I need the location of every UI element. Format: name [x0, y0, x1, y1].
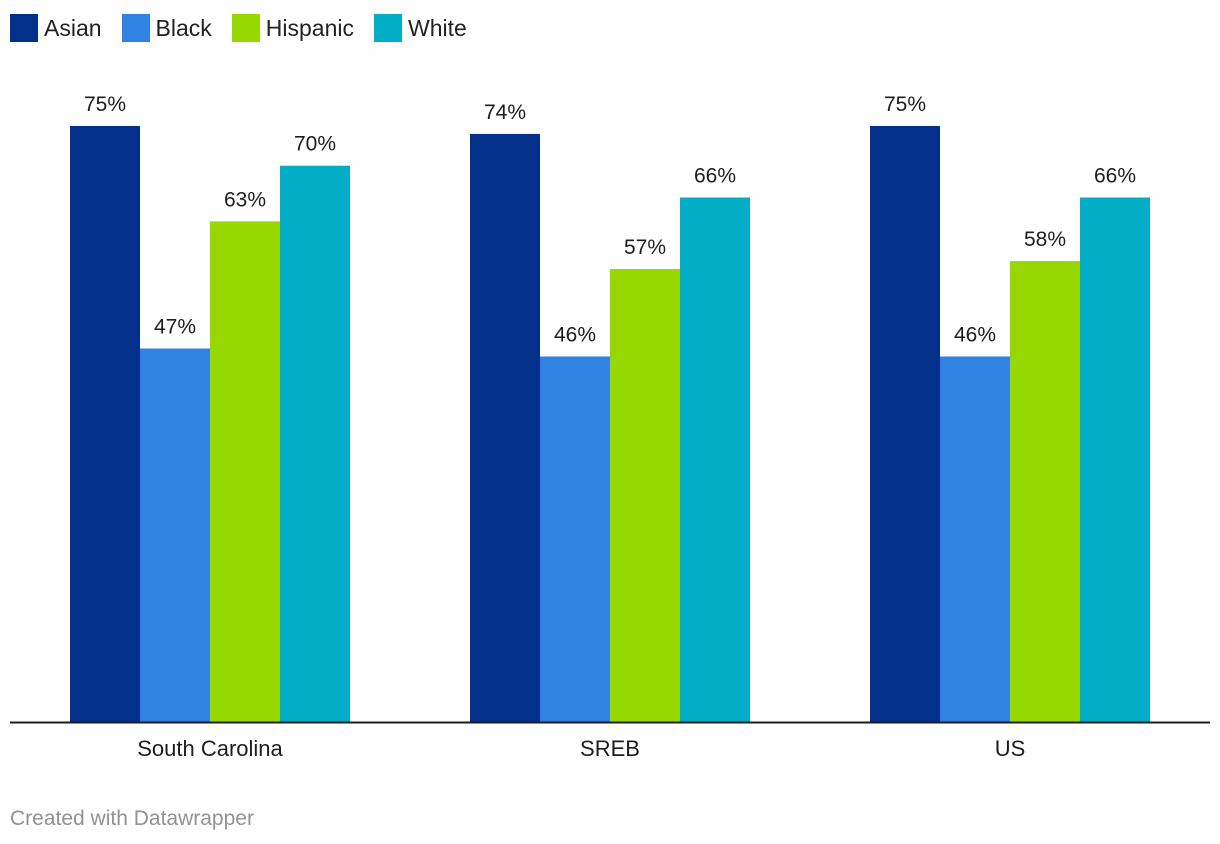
bar-hispanic-sreb: [610, 269, 680, 722]
legend-swatch-white: [374, 14, 403, 42]
bar-group-sreb: 74% 46% 57% 66%: [470, 101, 750, 722]
data-label-black-sreb: 46%: [554, 323, 596, 346]
bar-asian-sreb: [470, 133, 540, 722]
chart-legend: Asian Black Hispanic White: [10, 13, 487, 43]
data-label-hispanic-south-carolina: 63%: [224, 188, 266, 211]
data-label-hispanic-sreb: 57%: [624, 236, 666, 259]
data-label-asian-sreb: 74%: [484, 101, 526, 124]
x-tick-label-us: US: [995, 736, 1026, 761]
legend-label-black: Black: [155, 14, 212, 41]
data-label-asian-us: 75%: [884, 93, 926, 116]
bar-black-us: [940, 356, 1010, 722]
data-label-white-south-carolina: 70%: [294, 133, 336, 156]
x-tick-label-sreb: SREB: [580, 736, 640, 761]
data-label-black-south-carolina: 47%: [154, 315, 196, 338]
legend-swatch-asian: [10, 14, 38, 42]
bar-white-us: [1080, 197, 1150, 722]
legend-swatch-black: [121, 14, 150, 42]
bar-hispanic-south-carolina: [210, 221, 280, 722]
data-label-hispanic-us: 58%: [1024, 228, 1066, 251]
bar-chart: 75% 47% 63% 70% South Carolina 74% 46% 57% 66% SR…: [10, 93, 1210, 761]
bar-asian-south-carolina: [70, 125, 140, 722]
legend-label-white: White: [408, 14, 467, 41]
data-label-white-us: 66%: [1094, 164, 1136, 187]
bar-white-sreb: [680, 197, 750, 722]
legend-label-hispanic: Hispanic: [265, 14, 355, 41]
data-label-asian-south-carolina: 75%: [84, 93, 126, 116]
legend-item-white: White: [374, 14, 467, 42]
data-label-white-sreb: 66%: [694, 164, 736, 187]
bar-group-south-carolina: 75% 47% 63% 70%: [70, 93, 350, 722]
legend-swatch-hispanic: [231, 14, 260, 42]
bar-black-south-carolina: [140, 348, 210, 722]
x-tick-label-south-carolina: South Carolina: [137, 736, 283, 761]
bar-white-south-carolina: [280, 165, 350, 722]
datawrapper-credit: Created with Datawrapper: [10, 807, 254, 830]
data-label-black-us: 46%: [954, 323, 996, 346]
bar-black-sreb: [540, 356, 610, 722]
legend-item-black: Black: [121, 14, 212, 42]
legend-item-hispanic: Hispanic: [231, 14, 355, 42]
bar-group-us: 75% 46% 58% 66%: [870, 93, 1150, 722]
bar-asian-us: [870, 125, 940, 722]
legend-item-asian: Asian: [10, 14, 102, 42]
bar-hispanic-us: [1010, 261, 1080, 722]
legend-label-asian: Asian: [44, 14, 102, 41]
